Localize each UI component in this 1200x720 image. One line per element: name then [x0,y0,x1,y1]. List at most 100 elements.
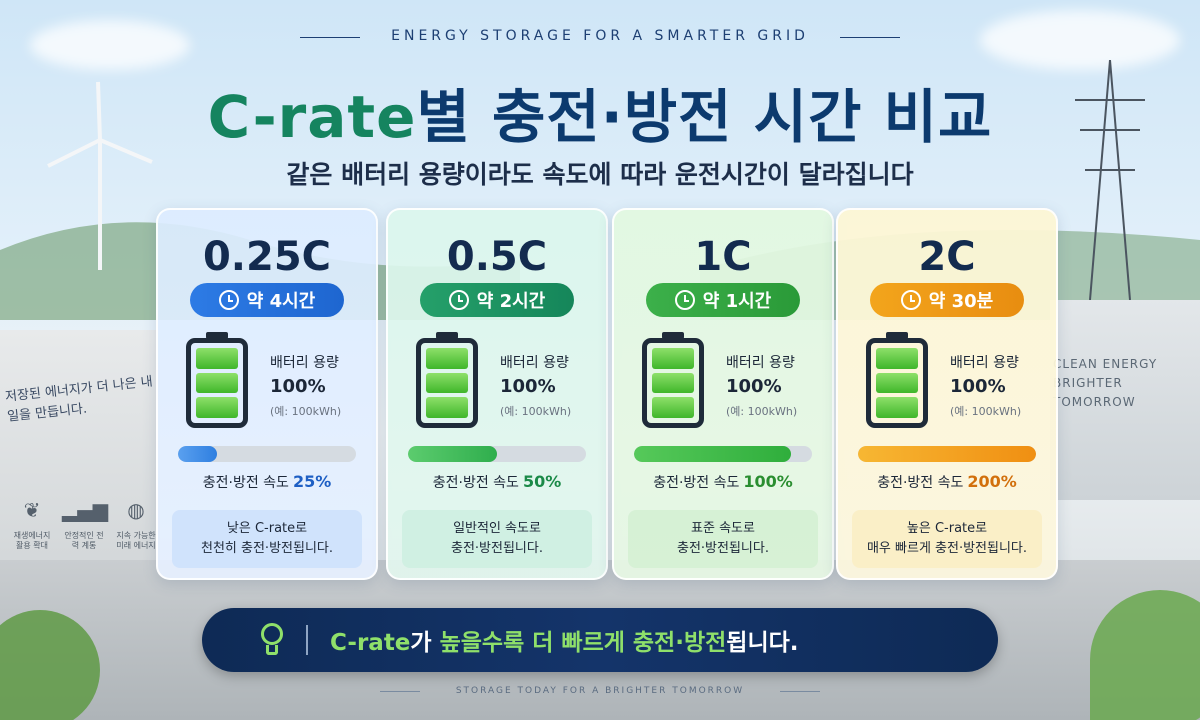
card-0.5c: 0.5C 약 2시간 배터리 용량 100% (예: 100kWh) 충전·방전… [386,208,608,580]
time-value: 약 30분 [928,291,994,312]
mini-icon-row: ❦ 재생에너지 활용 확대 ▂▄▆ 안정적인 전력 계통 ◍ 지속 가능한 미래… [10,498,158,551]
capacity-label: 배터리 용량 [270,355,339,371]
page-subtitle: 같은 배터리 용량이라도 속도에 따라 운전시간이 달라집니다 [286,160,914,189]
banner-highlight: C-rate [330,630,411,656]
time-badge: 약 2시간 [420,283,574,317]
capacity-value: 100% [950,376,1006,397]
speed-label: 충전·방전 속도 [432,475,519,491]
speed-percent: 50% [522,472,562,491]
speed-text: 충전·방전 속도 100% [614,472,832,492]
desc-line: 높은 C-rate로 [906,521,988,536]
tagline-top: ENERGY STORAGE FOR A SMARTER GRID [300,28,900,44]
battery-icon [416,332,478,428]
foliage [1090,590,1200,720]
capacity-info: 배터리 용량 100% (예: 100kWh) [270,352,380,419]
mini-icon-label: 안정적인 전력 계통 [64,531,104,550]
foliage [0,610,100,720]
summary-banner: C-rate가 높을수록 더 빠르게 충전·방전됩니다. [202,608,998,672]
clock-icon [218,290,239,310]
speed-percent: 200% [967,472,1017,491]
capacity-note: (예: 100kWh) [726,405,798,418]
desc-line: 일반적인 속도로 [453,521,541,536]
wind-turbine-icon [47,81,153,270]
c-rate-label: 2C [918,234,976,280]
desc-line: 충전·방전됩니다. [451,541,543,556]
mini-icon-label: 재생에너지 활용 확대 [13,531,51,550]
desc-line: 충전·방전됩니다. [677,541,769,556]
speed-label: 충전·방전 속도 [202,475,289,491]
c-rate-label: 1C [694,234,752,280]
capacity-label: 배터리 용량 [500,355,569,371]
capacity-note: (예: 100kWh) [270,405,342,418]
tagline-bottom: STORAGE TODAY FOR A BRIGHTER TOMORROW [380,686,820,696]
speed-bar [408,446,586,462]
desc-line: 낮은 C-rate로 [226,521,308,536]
page-title: C-rate별 충전·방전 시간 비교 [100,70,1100,154]
speed-percent: 25% [292,472,332,491]
clock-icon [900,290,921,310]
clock-icon [448,290,469,310]
bar-chart-icon: ▂▄▆ [62,498,109,522]
time-value: 약 1시간 [702,291,772,312]
banner-divider [306,625,308,655]
capacity-note: (예: 100kWh) [500,405,572,418]
title-rest: 별 충전·방전 시간 비교 [416,83,993,151]
power-pylon-icon [1075,60,1145,300]
mini-icon-label: 지속 가능한 미래 에너지 [116,531,156,550]
card-1c: 1C 약 1시간 배터리 용량 100% (예: 100kWh) 충전·방전 속… [612,208,834,580]
mini-icon-item: ▂▄▆ 안정적인 전력 계통 [62,498,109,551]
speed-text: 충전·방전 속도 200% [838,472,1056,492]
capacity-label: 배터리 용량 [950,355,1019,371]
right-wall-note: CLEAN ENERGY BRIGHTER TOMORROW [1053,357,1158,409]
right-wall [1050,300,1200,500]
capacity-value: 100% [500,376,556,397]
mini-icon-item: ◍ 지속 가능한 미래 에너지 [114,498,158,551]
globe-icon: ◍ [127,498,145,522]
desc-line: 천천히 충전·방전됩니다. [201,541,333,556]
clock-icon [674,290,695,310]
capacity-value: 100% [270,376,326,397]
speed-bar-fill [634,446,791,462]
cloud [30,20,190,70]
speed-text: 충전·방전 속도 50% [388,472,606,492]
speed-label: 충전·방전 속도 [653,475,740,491]
left-wall [0,330,160,570]
speed-percent: 100% [743,472,793,491]
speed-bar [858,446,1036,462]
lightbulb-icon [260,623,284,657]
banner-highlight: 높을수록 더 빠르게 충전·방전 [439,630,727,656]
mini-icon-item: ❦ 재생에너지 활용 확대 [10,500,54,551]
speed-bar [634,446,812,462]
speed-bar [178,446,356,462]
c-rate-label: 0.25C [202,234,332,280]
c-rate-label: 0.5C [446,234,548,280]
speed-label: 충전·방전 속도 [877,475,964,491]
banner-mid: 가 [410,630,440,656]
time-badge: 약 1시간 [646,283,800,317]
time-badge: 약 4시간 [190,283,344,317]
capacity-value: 100% [726,376,782,397]
cloud [980,10,1180,70]
capacity-label: 배터리 용량 [726,355,795,371]
capacity-info: 배터리 용량 100% (예: 100kWh) [726,352,836,419]
banner-end: 됩니다. [726,630,799,656]
desc-line: 표준 속도로 [691,521,755,536]
capacity-note: (예: 100kWh) [950,405,1022,418]
time-value: 약 2시간 [476,291,546,312]
time-value: 약 4시간 [246,291,316,312]
card-0.25c: 0.25C 약 4시간 배터리 용량 100% (예: 100kWh) 충전·방… [156,208,378,580]
speed-bar-fill [408,446,497,462]
capacity-info: 배터리 용량 100% (예: 100kWh) [500,352,610,419]
capacity-info: 배터리 용량 100% (예: 100kWh) [950,352,1060,419]
speed-text: 충전·방전 속도 25% [158,472,376,492]
card-2c: 2C 약 30분 배터리 용량 100% (예: 100kWh) 충전·방전 속… [836,208,1058,580]
speed-bar-fill [858,446,1036,462]
speed-bar-fill [178,446,218,462]
battery-icon [642,332,704,428]
desc-line: 매우 빠르게 충전·방전됩니다. [866,541,1028,556]
banner-text: C-rate가 높을수록 더 빠르게 충전·방전됩니다. [330,623,799,657]
